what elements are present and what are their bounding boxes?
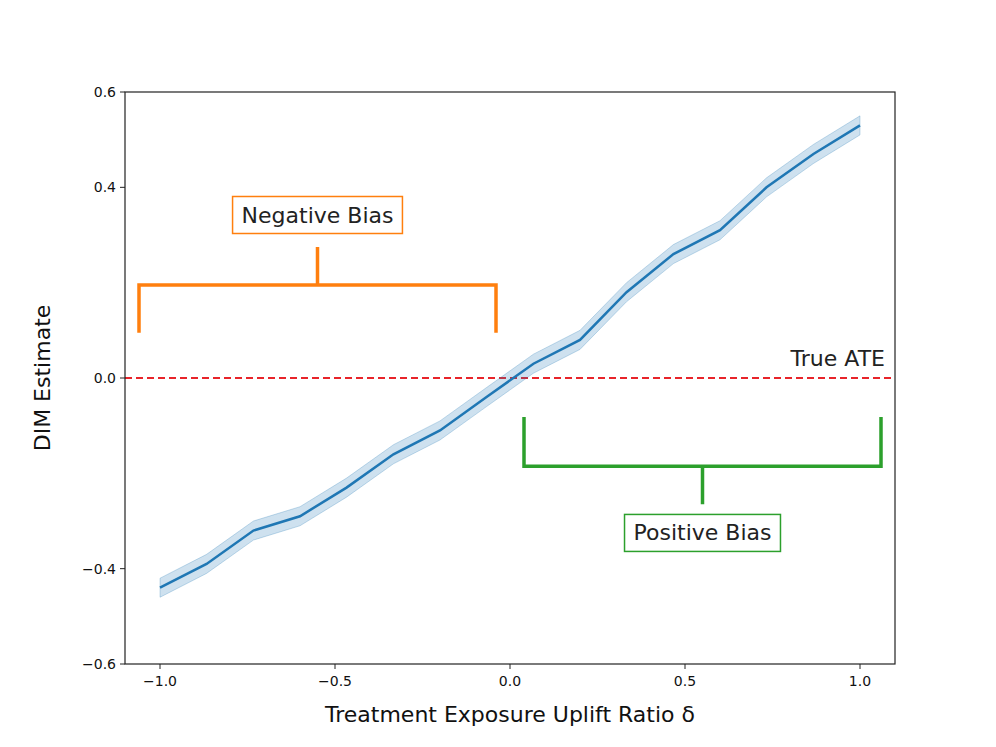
y-tick-label: 0.0: [94, 370, 116, 386]
plot-area: [125, 116, 895, 597]
confidence-band: [160, 116, 860, 597]
x-tick: [685, 664, 686, 669]
y-tick: [120, 92, 125, 93]
y-tick-label: −0.6: [82, 656, 116, 672]
y-tick-label: 0.6: [94, 84, 116, 100]
x-tick: [335, 664, 336, 669]
x-tick: [160, 664, 161, 669]
y-tick: [120, 378, 125, 379]
y-axis-label: DIM Estimate: [30, 305, 55, 452]
x-tick: [510, 664, 511, 669]
annotation-bracket: [524, 417, 881, 504]
y-tick: [120, 187, 125, 188]
x-tick-label: 0.0: [499, 673, 521, 689]
annotation-frame: [625, 514, 781, 551]
series-line: [160, 125, 860, 587]
annotation-text: Positive Bias: [634, 520, 772, 545]
x-tick: [860, 664, 861, 669]
y-tick-label: 0.4: [94, 179, 116, 195]
x-tick-label: 0.5: [674, 673, 696, 689]
x-axis-label: Treatment Exposure Uplift Ratio δ: [324, 702, 695, 727]
annotation-box: Positive Bias: [625, 514, 781, 551]
annotation-frame: [233, 197, 403, 234]
y-tick-label: −0.4: [82, 561, 116, 577]
y-tick: [120, 568, 125, 569]
x-tick-label: 1.0: [849, 673, 871, 689]
chart: −1.0 −0.5 0.0 0.5 1.0 −0.6 −0.4 0.0 0.4 0.6 Treatm…: [0, 0, 996, 747]
frame: [125, 92, 895, 664]
x-tick-label: −0.5: [318, 673, 352, 689]
x-tick-label: −1.0: [143, 673, 177, 689]
y-tick: [120, 664, 125, 665]
annotation-bracket: [139, 247, 496, 333]
annotation-box: Negative Bias: [233, 197, 403, 234]
annotation-text: Negative Bias: [242, 203, 394, 228]
reference-label: True ATE: [790, 346, 885, 371]
